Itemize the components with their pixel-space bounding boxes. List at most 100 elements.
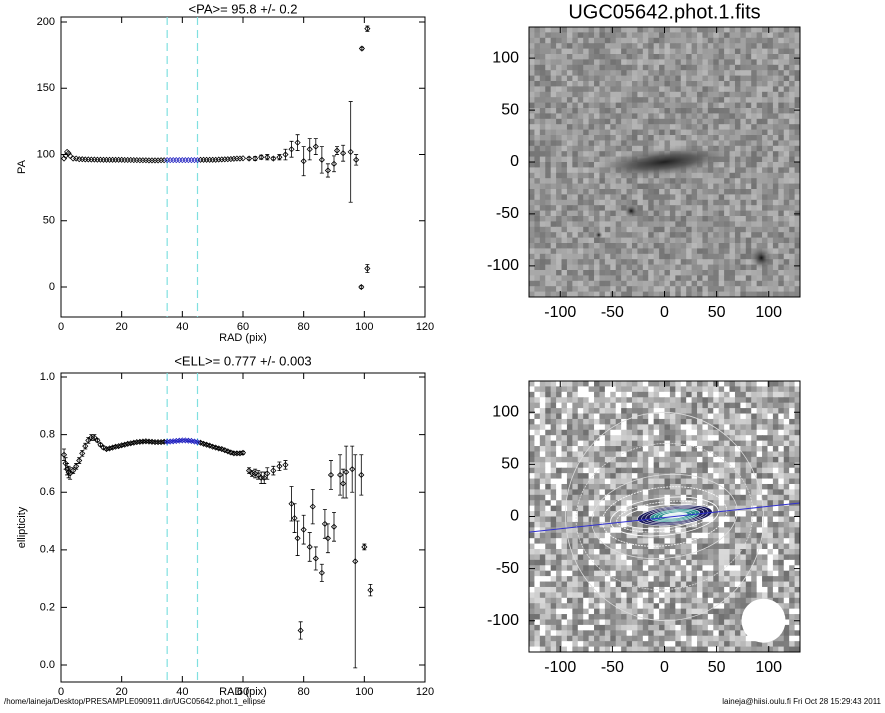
pixel xyxy=(697,119,703,125)
pixel xyxy=(784,259,790,265)
pixel xyxy=(632,178,638,184)
pixel xyxy=(648,275,654,281)
pixel xyxy=(713,408,719,414)
pixel xyxy=(589,500,595,506)
pixel xyxy=(665,397,671,403)
pixel xyxy=(659,489,665,495)
pixel xyxy=(767,59,773,65)
pixel xyxy=(621,76,627,82)
pixel xyxy=(637,200,643,206)
pixel xyxy=(762,430,768,436)
pixel xyxy=(789,587,795,593)
pixel xyxy=(594,286,600,292)
pixel xyxy=(659,281,665,287)
pixel xyxy=(540,451,546,457)
pixel xyxy=(583,254,589,260)
pixel xyxy=(654,560,660,566)
pixel xyxy=(697,576,703,582)
pixel xyxy=(589,473,595,479)
pixel xyxy=(686,184,692,190)
pixel xyxy=(675,281,681,287)
pixel xyxy=(621,457,627,463)
pixel xyxy=(562,446,568,452)
pixel xyxy=(686,205,692,211)
pixel xyxy=(567,92,573,98)
pixel xyxy=(654,216,660,222)
pixel xyxy=(627,403,633,409)
pixel xyxy=(778,571,784,577)
pixel xyxy=(778,108,784,114)
pixel xyxy=(534,473,540,479)
pixel xyxy=(632,381,638,387)
pixel xyxy=(724,49,730,55)
pixel xyxy=(599,59,605,65)
pixel xyxy=(702,216,708,222)
pixel xyxy=(767,281,773,287)
pixel xyxy=(610,97,616,103)
pixel xyxy=(545,189,551,195)
pixel xyxy=(702,582,708,588)
pixel xyxy=(713,500,719,506)
pixel xyxy=(713,49,719,55)
pixel xyxy=(762,216,768,222)
pixel xyxy=(746,221,752,227)
x-tick-label: 0 xyxy=(58,686,64,698)
pixel xyxy=(746,124,752,130)
pixel xyxy=(730,232,736,238)
pixel xyxy=(643,430,649,436)
pixel xyxy=(616,200,622,206)
pixel xyxy=(659,598,665,604)
pixel xyxy=(551,97,557,103)
pixel xyxy=(556,495,562,501)
pixel xyxy=(708,484,714,490)
pixel xyxy=(632,598,638,604)
pixel xyxy=(545,243,551,249)
pixel xyxy=(540,178,546,184)
pixel xyxy=(648,76,654,82)
pixel xyxy=(589,484,595,490)
pixel xyxy=(599,140,605,146)
pixel xyxy=(654,451,660,457)
pixel xyxy=(643,216,649,222)
pixel xyxy=(773,587,779,593)
pixel xyxy=(534,403,540,409)
pixel xyxy=(551,446,557,452)
pixel xyxy=(659,59,665,65)
pixel xyxy=(583,157,589,163)
pixel xyxy=(529,76,535,82)
pixel xyxy=(784,27,790,33)
pixel xyxy=(751,270,757,276)
pixel xyxy=(572,70,578,76)
pixel xyxy=(610,108,616,114)
pixel xyxy=(610,386,616,392)
pixel xyxy=(724,59,730,65)
pixel xyxy=(648,38,654,44)
pixel xyxy=(757,451,763,457)
pixel xyxy=(692,243,698,249)
pixel xyxy=(616,38,622,44)
pixel xyxy=(583,275,589,281)
pixel xyxy=(675,424,681,430)
pixel xyxy=(675,397,681,403)
pixel xyxy=(686,275,692,281)
pixel xyxy=(648,286,654,292)
pixel xyxy=(789,397,795,403)
pixel xyxy=(627,32,633,38)
pixel xyxy=(659,227,665,233)
pixel xyxy=(578,49,584,55)
pixel xyxy=(740,392,746,398)
pixel xyxy=(670,533,676,539)
pixel xyxy=(697,92,703,98)
pixel xyxy=(773,473,779,479)
pixel xyxy=(686,554,692,560)
pixel xyxy=(778,451,784,457)
pixel xyxy=(784,173,790,179)
pixel xyxy=(654,92,660,98)
pixel xyxy=(534,162,540,168)
pixel xyxy=(540,446,546,452)
pixel xyxy=(784,462,790,468)
pixel xyxy=(670,489,676,495)
pixel xyxy=(551,462,557,468)
pixel xyxy=(681,392,687,398)
pixel xyxy=(643,259,649,265)
